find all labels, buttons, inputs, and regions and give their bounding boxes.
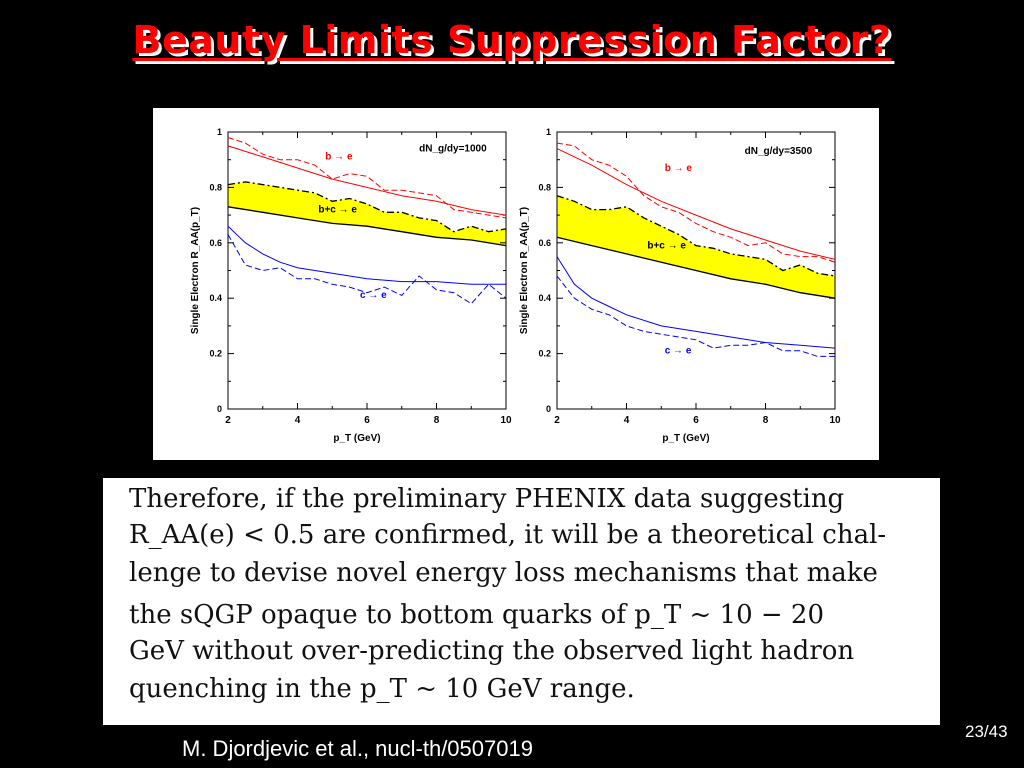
series-line-2-5	[556, 256, 836, 349]
series-line-1-5	[227, 225, 506, 285]
y-tick-label: 0	[217, 404, 222, 414]
quote-box: Therefore, if the preliminary PHENIX dat…	[103, 478, 940, 725]
curve-label: b+c → e	[318, 204, 357, 215]
series-line-2-6	[556, 275, 835, 357]
y-tick-label: 0.4	[538, 293, 551, 303]
x-tick-label: 4	[295, 415, 301, 426]
page-number: 23/43	[965, 722, 1008, 741]
band-1	[228, 181, 506, 246]
curve-label: b+c → e	[647, 240, 686, 251]
y-axis-label: Single Electron R_AA(p_T)	[190, 207, 201, 334]
density-annotation: dN_g/dy=1000	[419, 143, 487, 154]
series-line-1-6	[227, 234, 507, 305]
y-tick-label: 0.8	[209, 182, 222, 192]
x-tick-label: 6	[364, 415, 370, 426]
series-line-2-3	[556, 195, 836, 277]
plot-frame-1	[227, 131, 507, 410]
density-annotation: dN_g/dy=3500	[745, 146, 813, 157]
curve-label: c → e	[360, 290, 387, 301]
y-tick-label: 0.2	[538, 349, 551, 359]
x-tick-label: 8	[434, 415, 440, 426]
y-axis-label: Single Electron R_AA(p_T)	[519, 207, 530, 334]
series-line-1-3	[227, 181, 507, 233]
series-line-2-1	[556, 148, 836, 260]
x-tick-label: 8	[763, 415, 769, 426]
series-line-1-1	[227, 145, 507, 216]
y-tick-label: 1	[217, 127, 222, 137]
y-tick-label: 0.6	[209, 238, 222, 248]
series-line-2-2	[556, 142, 836, 263]
citation: M. Djordjevic et al., nucl-th/0507019	[182, 736, 533, 761]
series-line-1-4	[227, 206, 507, 247]
curve-label: c → e	[665, 346, 692, 357]
x-tick-label: 10	[500, 415, 512, 426]
curve-label: b → e	[665, 163, 693, 174]
figure-svg: 00.20.40.60.812 4 6 8 10b → eb+c → ec → edN_…	[190, 127, 841, 444]
x-tick-label: 2	[225, 415, 231, 426]
series-line-2-4	[556, 236, 836, 299]
y-tick-label: 0.6	[538, 238, 551, 248]
y-tick-label: 1	[546, 127, 551, 137]
x-axis-label: p_T (GeV)	[333, 433, 380, 444]
y-tick-label: 0.8	[538, 182, 551, 192]
x-axis-label: p_T (GeV)	[662, 433, 709, 444]
y-tick-label: 0.2	[209, 349, 222, 359]
quote-line-6: quenching in the p_T ~ 10 GeV range.	[129, 674, 635, 704]
x-tick-label: 10	[829, 415, 841, 426]
x-tick-label: 6	[693, 415, 699, 426]
band-2	[557, 195, 835, 299]
series-line-1-2	[227, 137, 507, 219]
x-tick-label: 2	[554, 415, 560, 426]
quote-line-5: GeV without over-predicting the observed…	[129, 636, 855, 666]
quote-line-1: Therefore, if the preliminary PHENIX dat…	[129, 484, 845, 514]
quote-line-3: lenge to devise novel energy loss mechan…	[129, 558, 878, 588]
y-tick-label: 0.4	[209, 293, 222, 303]
quote-line-4: the sQGP opaque to bottom quarks of p_T …	[129, 600, 825, 630]
slide-title: Beauty Limits Suppression Factor?	[132, 18, 892, 62]
quote-line-2: R_AA(e) < 0.5 are confirmed, it will be …	[129, 520, 887, 550]
x-tick-label: 4	[624, 415, 630, 426]
curve-label: b → e	[325, 152, 353, 163]
y-tick-label: 0	[546, 404, 551, 414]
